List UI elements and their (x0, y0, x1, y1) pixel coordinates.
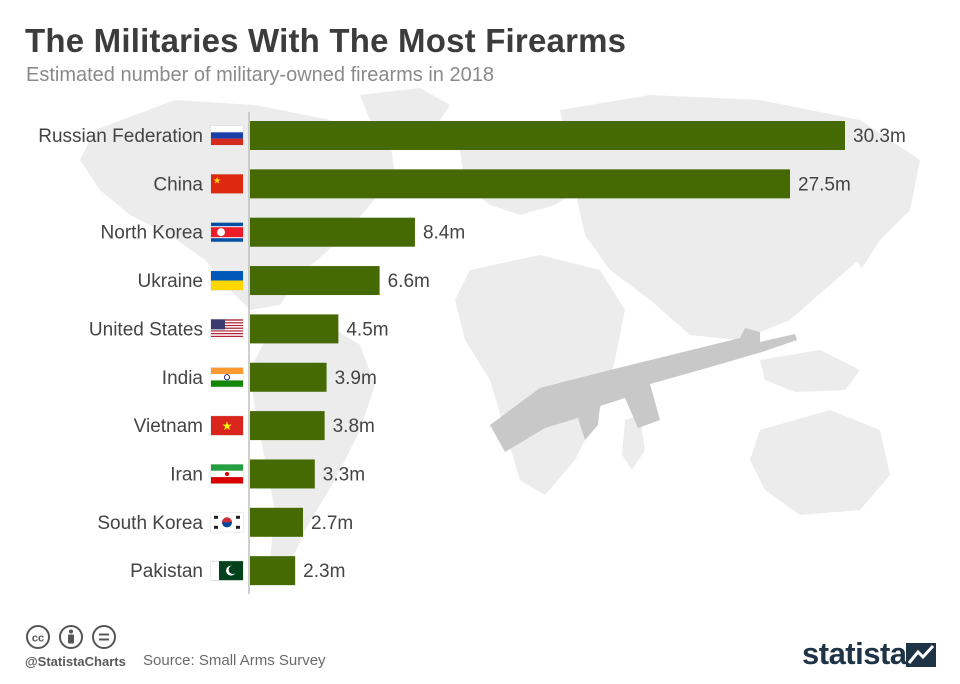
chart-title: The Militaries With The Most Firearms (25, 22, 627, 59)
by-icon (59, 625, 83, 649)
category-label: Pakistan (130, 561, 203, 582)
category-label: India (162, 368, 204, 389)
china-flag-icon: ★ (210, 173, 244, 194)
category-label: China (153, 174, 203, 195)
bar (250, 362, 327, 392)
value-label: 4.5m (346, 319, 388, 340)
value-label: 3.3m (323, 464, 365, 485)
statista-logo-icon (906, 643, 936, 667)
bar (250, 556, 296, 586)
svg-text:★: ★ (213, 175, 221, 185)
svg-text:cc: cc (32, 633, 44, 645)
category-label: United States (89, 319, 203, 340)
north-korea-flag-icon (210, 222, 244, 243)
nd-icon (92, 625, 116, 649)
category-label: Vietnam (134, 416, 203, 437)
vietnam-flag-icon: ★ (210, 415, 244, 436)
category-label: Russian Federation (38, 126, 203, 147)
license-icons: cc (26, 625, 116, 649)
value-label: 27.5m (798, 174, 851, 195)
statista-brand[interactable]: statista (802, 636, 907, 671)
bar (250, 266, 380, 296)
india-flag-icon (210, 367, 244, 388)
bar (250, 459, 315, 489)
ukraine-flag-icon (210, 270, 244, 291)
category-label: South Korea (97, 513, 203, 534)
russia-flag-icon (210, 125, 244, 146)
value-label: 3.9m (335, 368, 377, 389)
bar (250, 121, 845, 150)
bar (250, 169, 791, 199)
svg-text:★: ★ (222, 419, 233, 433)
pakistan-flag-icon (210, 560, 244, 581)
value-label: 6.6m (388, 271, 430, 292)
bar (250, 217, 415, 247)
value-label: 2.7m (311, 513, 353, 534)
bar (250, 411, 325, 441)
category-label: North Korea (101, 223, 204, 244)
category-label: Ukraine (138, 271, 203, 292)
usa-flag-icon (210, 318, 244, 339)
south-korea-flag-icon (210, 512, 244, 533)
value-label: 2.3m (303, 561, 345, 582)
value-label: 3.8m (333, 416, 375, 437)
cc-icon: cc (26, 625, 50, 649)
footer-source: Source: Small Arms Survey (143, 652, 326, 669)
rifle-icon (490, 328, 797, 452)
value-label: 8.4m (423, 223, 465, 244)
chart-subtitle: Estimated number of military-owned firea… (26, 64, 494, 86)
category-label: Iran (170, 464, 203, 485)
value-label: 30.3m (853, 126, 906, 147)
bar (250, 314, 339, 344)
iran-flag-icon (210, 463, 244, 484)
bar (250, 507, 304, 537)
footer-handle[interactable]: @StatistaCharts (25, 654, 126, 669)
